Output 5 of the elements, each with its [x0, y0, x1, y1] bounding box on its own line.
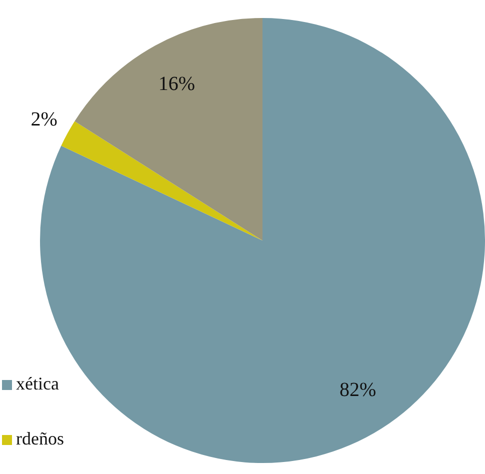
- data-label: 82%: [340, 379, 376, 402]
- legend-label: rdeños: [16, 428, 64, 449]
- legend-label: xética: [16, 374, 59, 394]
- data-label: 16%: [158, 72, 196, 95]
- data-label: 2%: [30, 108, 58, 131]
